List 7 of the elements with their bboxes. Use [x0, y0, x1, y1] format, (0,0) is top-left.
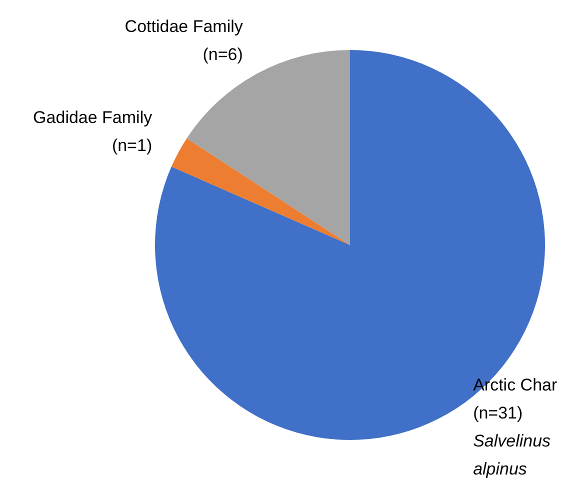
data-label: (n=6) — [202, 45, 243, 64]
pie-slice — [171, 138, 350, 245]
text: Salvelinus alpinus — [473, 431, 552, 478]
slice-label: Cottidae Family — [124, 17, 244, 36]
data-label: (n=31) — [473, 403, 523, 422]
slice-label: Gadidae Family — [33, 108, 153, 127]
data-label: (n=1) — [112, 136, 152, 155]
